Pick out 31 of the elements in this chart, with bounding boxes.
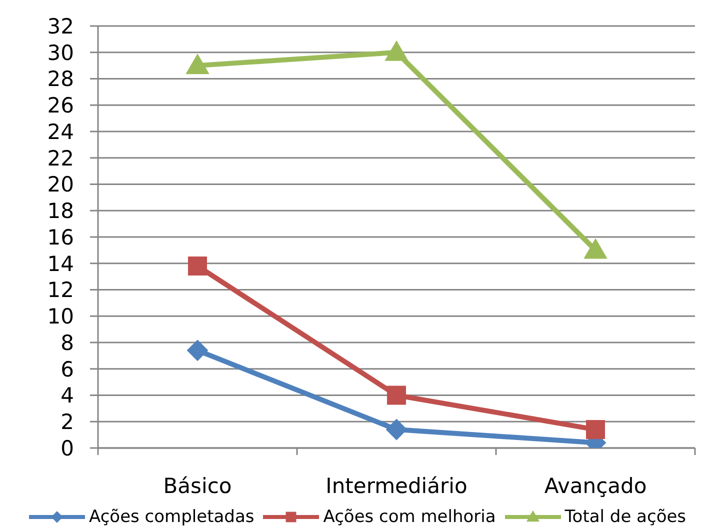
y-tick-label: 16 bbox=[47, 225, 74, 250]
y-tick-label: 24 bbox=[47, 120, 74, 144]
legend-label: Total de ações bbox=[564, 506, 686, 528]
x-tick-label: Avançado bbox=[544, 474, 647, 498]
point bbox=[188, 256, 207, 276]
y-tick-label: 6 bbox=[60, 357, 74, 382]
y-tick-label: 28 bbox=[47, 67, 74, 92]
y-tick-label: 14 bbox=[47, 252, 74, 276]
legend-label: Ações com melhoria bbox=[323, 506, 496, 528]
point bbox=[387, 386, 406, 405]
point bbox=[187, 340, 208, 361]
y-tick-label: 20 bbox=[47, 172, 74, 197]
y-tick-label: 0 bbox=[60, 436, 74, 460]
point bbox=[186, 54, 209, 74]
y-tick-label: 8 bbox=[60, 330, 74, 355]
y-tick-label: 22 bbox=[47, 146, 74, 170]
x-tick-label: Intermediário bbox=[326, 474, 468, 498]
y-tick-label: 12 bbox=[47, 278, 74, 302]
y-tick-label: 10 bbox=[47, 304, 74, 329]
y-tick-label: 32 bbox=[47, 14, 74, 38]
point bbox=[586, 420, 605, 440]
y-tick-label: 4 bbox=[60, 384, 74, 408]
point bbox=[385, 40, 408, 61]
x-tick-label: Básico bbox=[163, 474, 232, 498]
y-tick-label: 30 bbox=[47, 40, 74, 65]
point bbox=[386, 419, 407, 440]
y-tick-label: 18 bbox=[47, 199, 74, 224]
y-tick-label: 26 bbox=[47, 94, 74, 118]
y-tick-label: 2 bbox=[60, 410, 74, 434]
legend-label: Ações completadas bbox=[89, 506, 254, 528]
point bbox=[584, 238, 607, 259]
